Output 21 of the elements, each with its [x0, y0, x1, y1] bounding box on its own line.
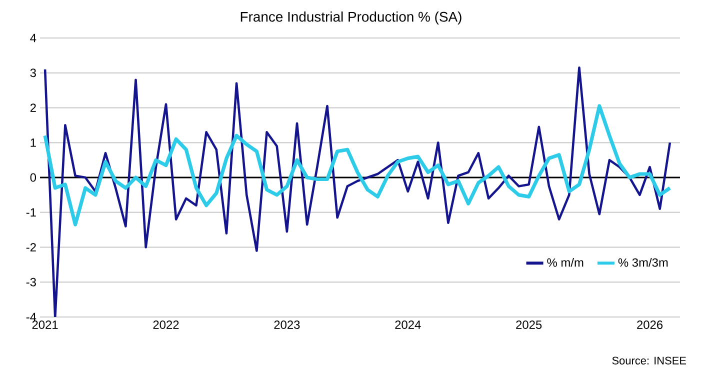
- x-tick-label: 2021: [32, 320, 58, 329]
- legend-label: % 3m/3m: [618, 258, 668, 267]
- y-tick-label: -1: [26, 208, 36, 216]
- y-tick-label: 3: [30, 68, 36, 78]
- line-series: [43, 104, 672, 226]
- y-tick-label: 4: [30, 34, 36, 42]
- y-tick-label: -2: [26, 243, 36, 252]
- line-series: [44, 66, 672, 317]
- legend-label: % m/m: [547, 258, 584, 267]
- x-tick-label: 2026: [637, 320, 663, 329]
- y-tick-label: -3: [26, 278, 36, 286]
- x-tick-label: 2024: [395, 320, 421, 329]
- x-tick-label: 2023: [274, 320, 300, 329]
- y-tick-label: 2: [30, 104, 36, 112]
- y-tick-label: -4: [26, 312, 36, 322]
- y-tick-label: 0: [30, 173, 36, 182]
- y-tick-label: 1: [30, 138, 36, 147]
- x-tick-label: 2025: [516, 320, 542, 329]
- chart-title: France Industrial Production % (SA): [240, 12, 462, 24]
- x-tick-label: 2022: [153, 320, 179, 329]
- source-note: Source: INSEE: [612, 356, 686, 364]
